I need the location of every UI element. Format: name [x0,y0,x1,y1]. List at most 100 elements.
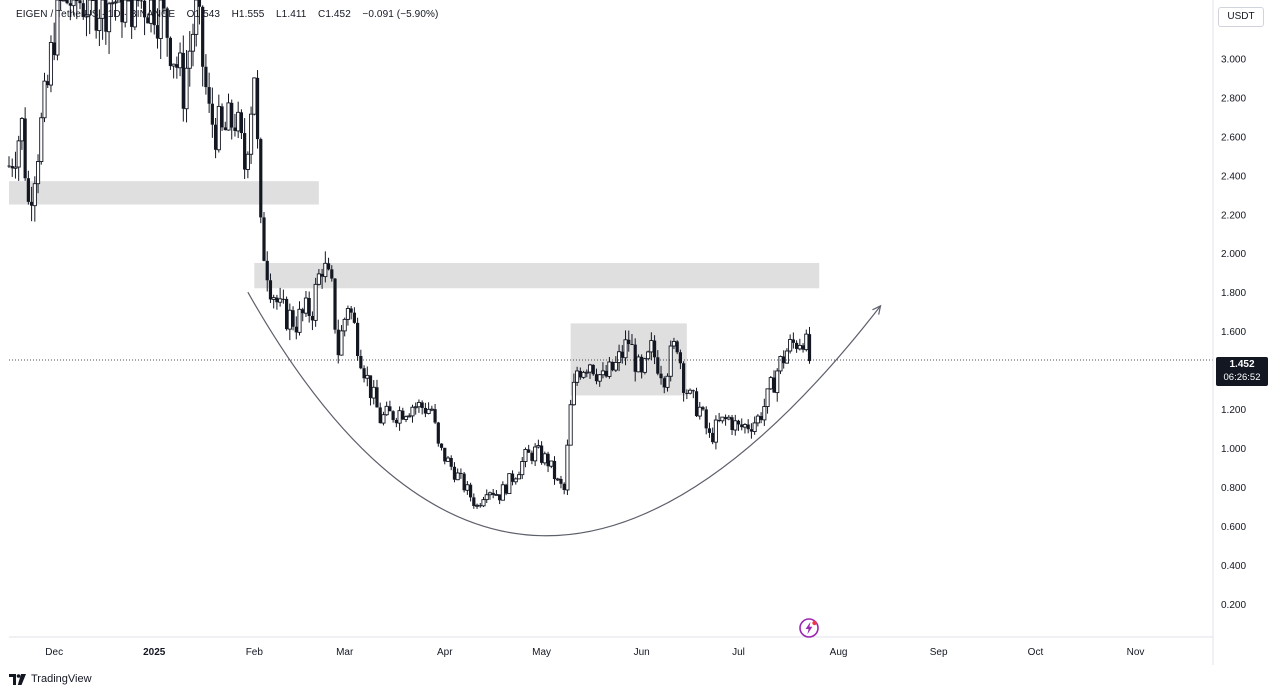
candle-body [571,381,576,406]
candle-body [330,269,334,279]
candle-body [65,0,69,4]
candle-body [720,416,725,422]
candle-body [678,352,682,364]
candle-body [713,419,718,443]
zones-layer [9,181,820,396]
candle-body [420,402,424,408]
lightning-bolt-icon[interactable] [798,617,820,639]
legend-interval[interactable]: 1D [107,9,121,20]
candle-body [620,351,624,358]
candle-body [665,375,670,388]
candle-body [530,452,534,461]
candle-body [636,356,641,373]
tradingview-logo[interactable]: TradingView [9,673,92,685]
candle-body [755,415,760,424]
candle-body [259,139,263,218]
candle-body [594,374,599,382]
candle-body [275,297,279,303]
candle-body [310,315,315,321]
candle-body [97,17,102,32]
time-tick-label: Aug [830,647,848,658]
legend-gap [267,9,273,20]
candle-body [48,42,54,86]
candle-body [46,81,50,86]
candle-body [316,273,321,285]
candle-body [600,370,605,376]
candle-body [326,263,331,270]
candle-body [474,504,480,507]
candle-body [704,409,708,429]
tradingview-logo-icon [9,673,26,685]
candle-body [320,273,324,277]
candle-body [401,410,405,420]
currency-button[interactable]: USDT [1218,7,1264,27]
candle-body [555,478,560,481]
candle-body [791,339,795,343]
candle-body [775,370,780,394]
price-tick-label: 2.200 [1221,210,1246,221]
candle-body [252,77,257,115]
candle-body [575,370,580,383]
candle-body [352,312,356,323]
candle-body [120,0,124,23]
price-axis[interactable]: 3.000 2.800 2.600 2.400 2.200 2.000 1.800 1.600… [1221,54,1246,610]
candle-body [130,0,134,27]
candle-body [175,64,179,68]
candle-body [784,350,789,364]
candle-body [584,371,589,374]
candle-body [668,345,673,377]
candle-body [568,404,573,446]
candle-body [162,0,166,9]
symbol-legend: EIGEN / TetherUS · 1D · BINANCE O1.543 H… [16,9,438,20]
candle-body [516,474,522,480]
candle-body [394,419,398,424]
candle-body [559,478,563,484]
candle-body [685,392,689,394]
candle-body [23,118,27,179]
candle-body [736,420,741,425]
plot-area[interactable] [9,0,1213,637]
candle-body [426,408,431,414]
candle-body [694,391,699,417]
time-axis[interactable]: Dec 2025 Feb Mar Apr May Jun Jul Aug Sep Oct Nov [45,647,1144,658]
candle-body [633,344,637,372]
zone-rectangle [254,262,820,289]
candle-body [371,386,376,399]
candle-body [368,375,373,399]
candle-body [342,318,347,332]
time-tick-label: Apr [437,647,453,658]
candle-body [29,201,34,206]
candle-body [746,424,750,430]
candle-body [336,329,340,356]
candle-body [472,497,476,506]
candle-body [649,340,654,353]
candle-body [627,339,631,345]
candle-body [807,334,812,362]
price-tick-label: 2.800 [1221,93,1246,104]
candle-body [268,280,273,300]
candle-body [139,0,143,2]
candle-body [498,494,502,501]
candle-body [533,446,538,462]
candle-body [797,344,802,350]
time-tick-label: Sep [930,647,948,658]
candle-body [142,0,147,18]
candle-body [617,351,622,363]
legend-symbol[interactable]: EIGEN / TetherUS [16,9,99,20]
time-tick-label: Mar [336,647,354,658]
candle-body [772,377,776,393]
candle-body [55,0,60,56]
candle-body [640,356,644,373]
candle-body [646,351,651,360]
candle-body [230,102,234,128]
candle-body [126,0,131,2]
price-tick-label: 0.200 [1221,600,1246,611]
candle-body [136,0,140,1]
candle-body [546,453,550,467]
candle-body [723,417,728,419]
candle-body [520,461,525,476]
candle-body [249,113,254,155]
candle-body [587,364,593,373]
candle-body [239,112,244,134]
